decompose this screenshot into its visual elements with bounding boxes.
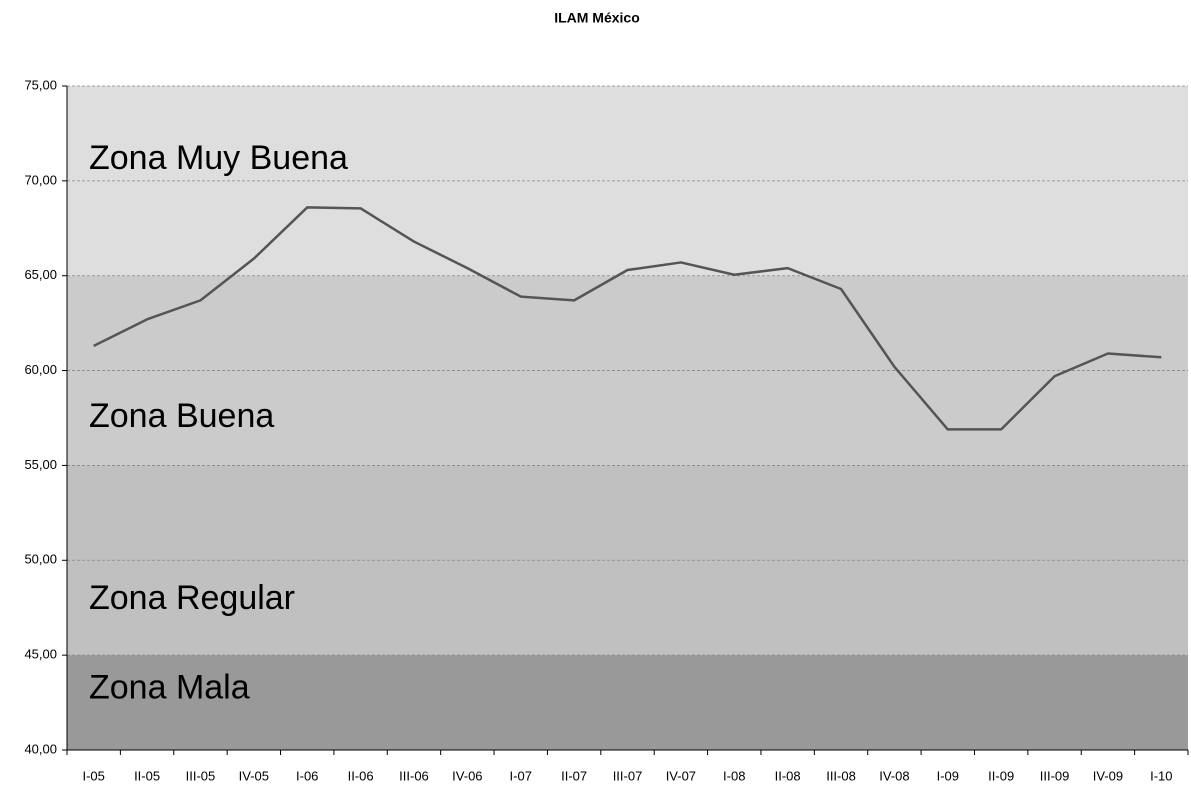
x-tick-label: I-10 xyxy=(1150,768,1172,783)
y-tick-label: 45,00 xyxy=(24,647,57,662)
zone-label: Zona Muy Buena xyxy=(89,139,348,177)
y-tick-label: 40,00 xyxy=(24,741,57,756)
x-tick-label: I-06 xyxy=(296,768,318,783)
x-tick-label: IV-08 xyxy=(879,768,909,783)
x-tick-label: III-08 xyxy=(826,768,856,783)
x-tick-label: I-07 xyxy=(510,768,532,783)
x-tick-label: III-07 xyxy=(613,768,643,783)
x-tick-label: IV-09 xyxy=(1093,768,1123,783)
y-tick-label: 60,00 xyxy=(24,362,57,377)
y-tick-label: 70,00 xyxy=(24,172,57,187)
zone-label: Zona Buena xyxy=(89,397,274,435)
zone-label: Zona Regular xyxy=(89,579,295,617)
chart-title: ILAM México xyxy=(554,10,640,26)
y-tick-label: 75,00 xyxy=(24,77,57,92)
x-tick-label: II-05 xyxy=(134,768,160,783)
x-tick-label: I-08 xyxy=(723,768,745,783)
x-tick-label: I-09 xyxy=(937,768,959,783)
y-tick-label: 55,00 xyxy=(24,457,57,472)
zone-label: Zona Mala xyxy=(89,668,250,706)
x-tick-label: IV-06 xyxy=(452,768,482,783)
x-tick-label: II-07 xyxy=(561,768,587,783)
x-tick-label: II-08 xyxy=(775,768,801,783)
x-tick-label: III-09 xyxy=(1040,768,1070,783)
x-tick-label: I-05 xyxy=(82,768,104,783)
x-tick-label: III-06 xyxy=(399,768,429,783)
x-tick-label: IV-07 xyxy=(666,768,696,783)
zone-band xyxy=(67,655,1188,750)
y-tick-label: 50,00 xyxy=(24,552,57,567)
x-tick-label: III-05 xyxy=(186,768,216,783)
y-tick-label: 65,00 xyxy=(24,267,57,282)
x-tick-label: II-09 xyxy=(988,768,1014,783)
x-tick-label: II-06 xyxy=(348,768,374,783)
series-line xyxy=(93,206,1162,431)
x-tick-label: IV-05 xyxy=(239,768,269,783)
